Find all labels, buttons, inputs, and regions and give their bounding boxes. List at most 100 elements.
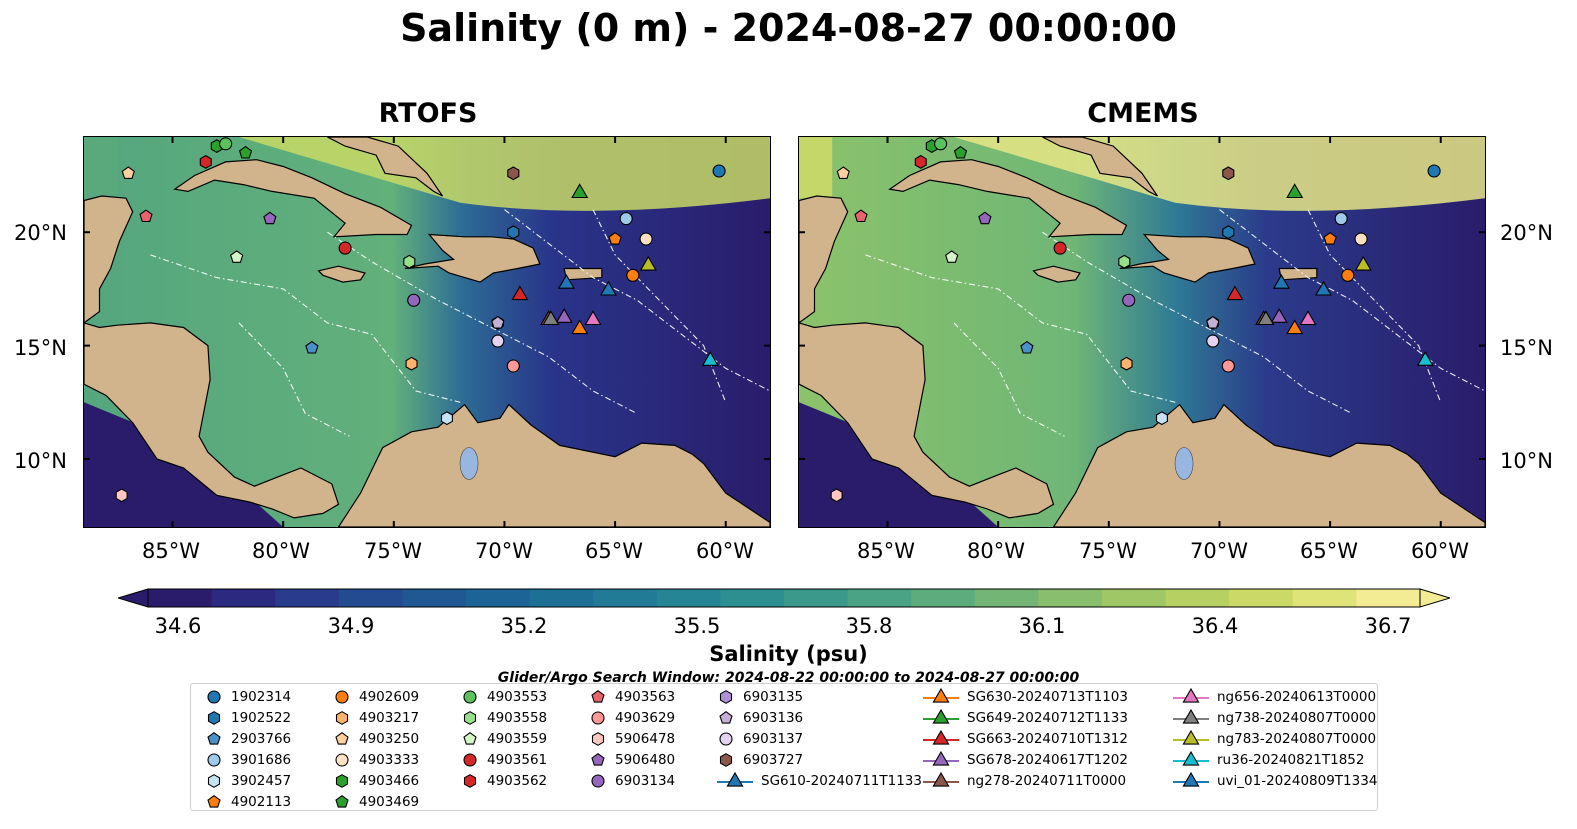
colorbar-bin (784, 589, 849, 607)
float-marker-icon (207, 710, 221, 725)
land-bahamas (1042, 137, 1158, 197)
legend-label: 4903563 (615, 688, 676, 705)
legend-label: 4903559 (487, 730, 548, 747)
glider-SG610-20240711T1133 (557, 274, 575, 289)
float-marker-icon (719, 731, 733, 746)
legend-item: ng278-20240711T0000 (921, 770, 1126, 791)
argo-float-4903250 (121, 166, 135, 179)
land-jamaica (317, 265, 366, 283)
argo-float-5906480 (263, 211, 277, 225)
colorbar-extend-low (116, 588, 149, 608)
argo-float-4903629 (1221, 359, 1235, 373)
argo-float-6903136 (1206, 315, 1220, 329)
legend-label: 4903553 (487, 688, 548, 705)
colorbar-label: Salinity (psu) (709, 642, 868, 666)
argo-float-4902113 (608, 232, 622, 245)
lon-label-75w-right: 75°W (1079, 539, 1137, 563)
legend-item: 6903136 (715, 707, 803, 728)
land-centralAmerica (799, 322, 1055, 519)
legend-item: 6903137 (715, 728, 803, 749)
figure-title: Salinity (0 m) - 2024-08-27 00:00:00 (400, 6, 1177, 50)
legend-item: 4903250 (331, 728, 419, 749)
legend-item: SG649-20240712T1133 (921, 707, 1128, 728)
lat-label-20n: 20°N (14, 221, 67, 245)
legend-item: ng656-20240613T0000 (1171, 686, 1376, 707)
float-marker-icon (335, 773, 349, 788)
colorbar-bin (529, 589, 594, 607)
lon-label-60w: 60°W (696, 539, 754, 563)
legend-item: 5906478 (587, 728, 675, 749)
colorbar-bin (1038, 589, 1103, 607)
float-marker-icon (591, 710, 605, 725)
float-marker-icon (207, 731, 221, 745)
glider-marker-icon (717, 771, 753, 787)
argo-float-6903134 (1122, 293, 1136, 307)
glider-ru36-20240821T1852 (1416, 351, 1434, 366)
glider-SG610-20240711T1133 (1272, 274, 1290, 289)
legend-label: 4903561 (487, 751, 548, 768)
legend-item: 4903217 (331, 707, 419, 728)
legend-label: 4903469 (359, 793, 420, 810)
glider-marker-icon (923, 729, 959, 745)
glider-SG630-20240713T1103 (1286, 319, 1304, 335)
legend-label: 6903727 (743, 751, 804, 768)
glider-uvi_01-20240809T1334 (599, 280, 617, 296)
legend-item: 4903559 (459, 728, 547, 749)
argo-float-4903559 (945, 250, 959, 263)
glider-ng783-20240807T0000 (639, 255, 657, 271)
argo-float-4903563 (139, 209, 153, 223)
land-yucatan (799, 195, 849, 324)
glider-ng656-20240613T0000 (584, 310, 602, 326)
land-cuba (888, 159, 1128, 238)
legend-item: SG663-20240710T1312 (921, 728, 1128, 749)
legend-label: 4903629 (615, 709, 676, 726)
argo-float-3901686 (619, 212, 633, 226)
lat-label-10n-right: 10°N (1500, 449, 1553, 473)
colorbar-bin (847, 589, 912, 607)
lon-label-65w-right: 65°W (1300, 539, 1358, 563)
lon-label-70w: 70°W (475, 539, 533, 563)
glider-SG678-20240617T1202 (1270, 307, 1288, 323)
map-panel-rtofs[interactable] (83, 136, 771, 528)
lat-label-15n: 15°N (14, 336, 67, 360)
legend-item: 3902457 (203, 770, 291, 791)
colorbar-bin (974, 589, 1039, 607)
argo-float-6903137 (1206, 334, 1220, 348)
argo-float-4903562 (914, 154, 927, 169)
argo-float-4903217 (1120, 356, 1133, 371)
glider-uvi_01-20240809T1334 (1314, 280, 1332, 296)
legend-item: 4903466 (331, 770, 419, 791)
legend-label: 4902113 (231, 793, 292, 810)
legend-label: 4903466 (359, 772, 420, 789)
argo-float-1902522 (1222, 225, 1235, 240)
glider-ng783-20240807T0000 (1354, 255, 1372, 271)
glider-SG663-20240710T1312 (511, 285, 529, 301)
argo-float-3902457 (1155, 411, 1168, 426)
legend-label: 4902609 (359, 688, 420, 705)
colorbar-tick: 36.1 (1018, 614, 1066, 638)
argo-float-4903561 (338, 241, 352, 255)
colorbar-bin (148, 589, 213, 607)
colorbar-bin (402, 589, 467, 607)
land-hispaniola (1119, 233, 1256, 283)
legend-item: 4902609 (331, 686, 419, 707)
colorbar-bin (466, 589, 531, 607)
legend-item: 6903727 (715, 749, 803, 770)
lon-label-70w-right: 70°W (1190, 539, 1248, 563)
float-marker-icon (335, 731, 349, 745)
argo-float-4903561 (1053, 241, 1067, 255)
float-marker-icon (463, 710, 477, 725)
legend-label: ng278-20240711T0000 (967, 772, 1127, 789)
colorbar-bin (1292, 589, 1357, 607)
colorbar-bin (1229, 589, 1294, 607)
argo-float-4903553 (219, 137, 233, 151)
map-panel-cmems[interactable] (798, 136, 1486, 528)
legend-label: 1902522 (231, 709, 292, 726)
float-marker-icon (591, 731, 605, 746)
legend-label: SG630-20240713T1103 (967, 688, 1128, 705)
argo-float-4903217 (405, 356, 418, 371)
colorbar-bin (275, 589, 340, 607)
lat-label-15n-right: 15°N (1500, 336, 1553, 360)
argo-float-4902609 (1341, 268, 1355, 282)
glider-marker-icon (923, 708, 959, 724)
